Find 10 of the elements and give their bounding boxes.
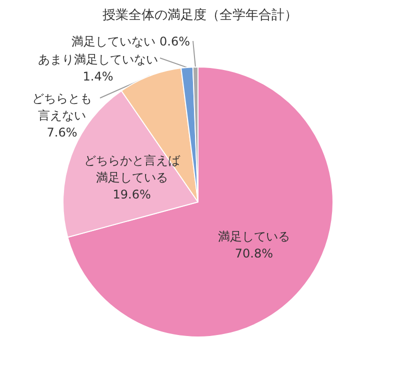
data-label: 70.8% xyxy=(234,246,274,260)
slice-label: 満足している xyxy=(218,229,290,244)
slice-label: あまり満足していない xyxy=(38,52,158,66)
slice-label: どちらとも言えない xyxy=(32,92,92,122)
data-label: 19.6% xyxy=(112,188,151,202)
slice-label: 満足していない 0.6% xyxy=(72,34,190,48)
data-label: 7.6% xyxy=(46,126,78,140)
chart-title: 授業全体の満足度（全学年合計） xyxy=(102,7,298,23)
slice-label: どちらかと言えば満足している xyxy=(84,154,181,185)
data-label: 1.4% xyxy=(82,70,114,84)
